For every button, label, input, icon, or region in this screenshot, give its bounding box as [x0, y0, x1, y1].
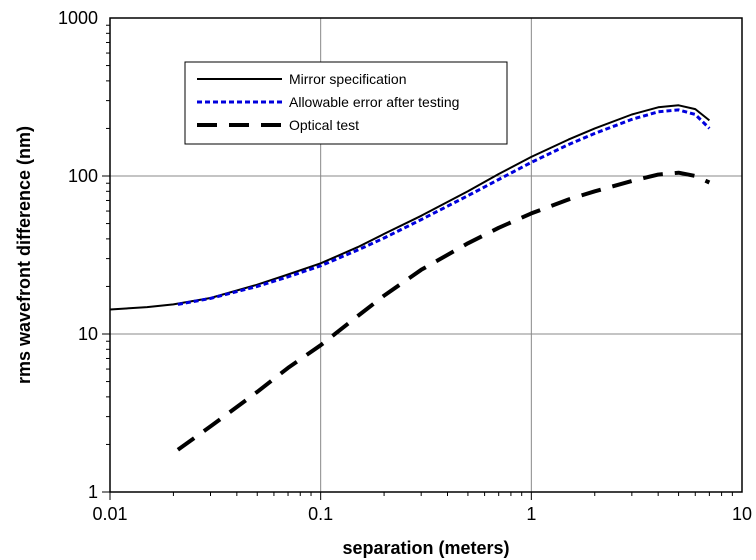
y-axis-ticks: 1 10 100 1000 — [58, 8, 110, 502]
x-tick-label: 0.1 — [308, 504, 333, 524]
y-tick-label: 10 — [78, 324, 98, 344]
x-tick-label: 10 — [732, 504, 752, 524]
legend-label: Mirror specification — [289, 71, 406, 87]
y-axis-title: rms wavefront difference (nm) — [14, 126, 34, 384]
y-tick-label: 1000 — [58, 8, 98, 28]
plot-area — [109, 17, 743, 493]
series-line-2 — [177, 108, 711, 306]
x-tick-label: 0.01 — [92, 504, 127, 524]
plot-frame — [109, 17, 743, 493]
x-axis-ticks: 0.01 0.1 1 10 — [92, 492, 752, 524]
y-tick-label: 1 — [88, 482, 98, 502]
x-axis-title: separation (meters) — [342, 538, 509, 558]
legend-label: Optical test — [289, 117, 359, 133]
x-tick-label: 1 — [526, 504, 536, 524]
legend-label: Allowable error after testing — [289, 94, 459, 110]
legend: Mirror specification Allowable error afte… — [184, 61, 508, 145]
grid-lines — [110, 18, 742, 492]
series-lines — [109, 104, 711, 452]
y-tick-label: 100 — [68, 166, 98, 186]
series-line-3 — [176, 170, 711, 452]
